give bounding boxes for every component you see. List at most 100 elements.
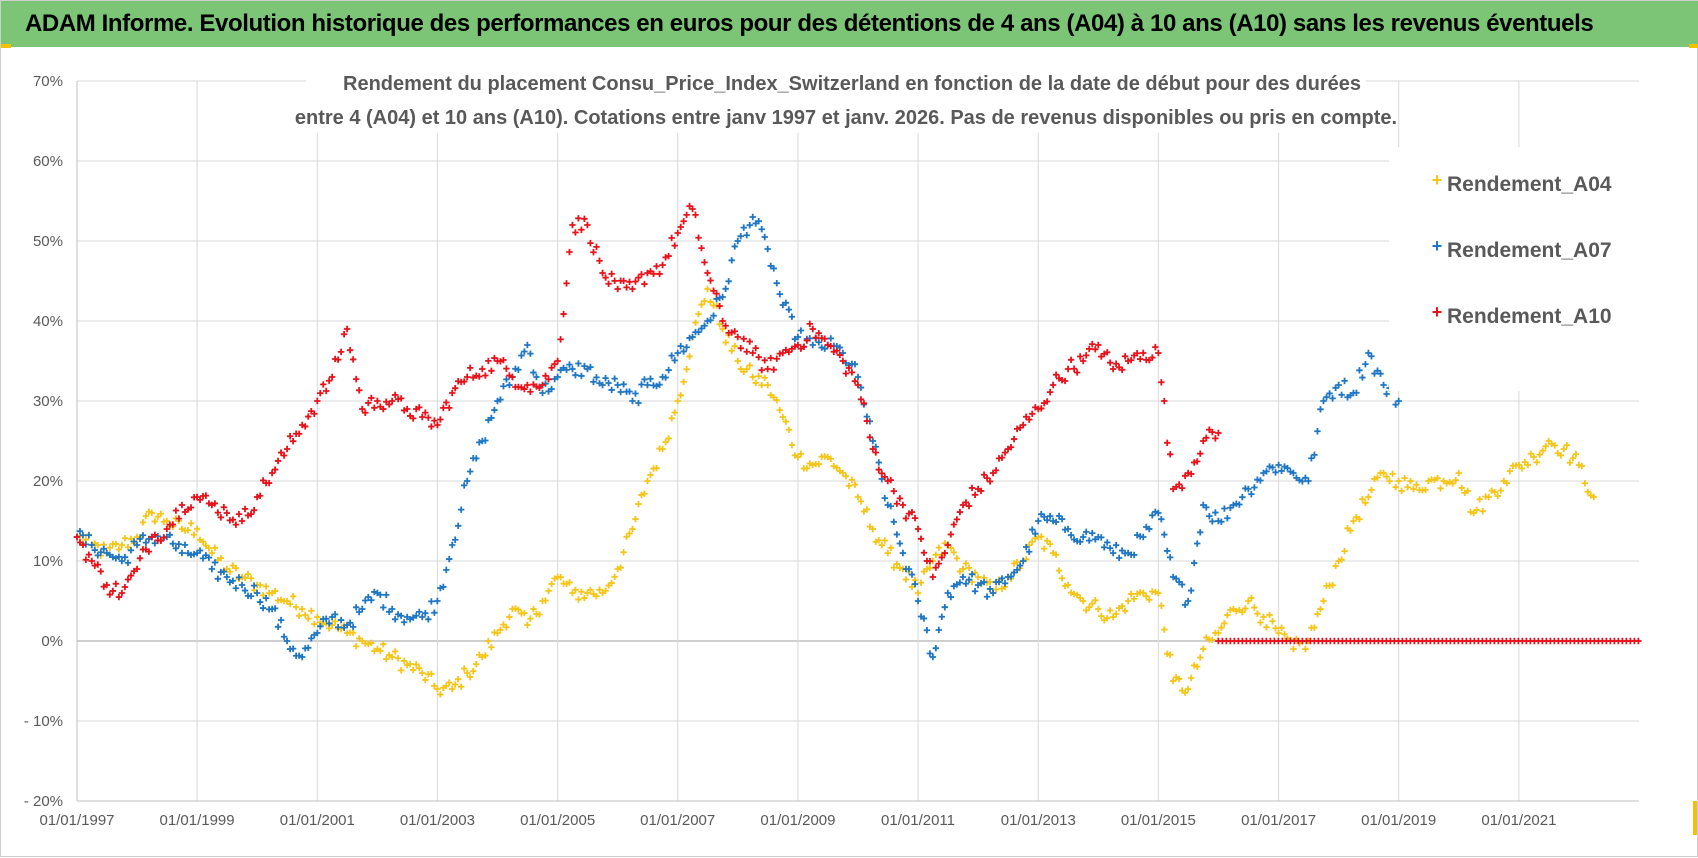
point-rendement-a04	[1479, 508, 1486, 515]
point-rendement-a10	[317, 390, 324, 397]
point-rendement-a07	[1001, 580, 1009, 587]
point-rendement-a07	[638, 381, 645, 388]
point-rendement-a10	[97, 568, 104, 575]
point-rendement-a07	[500, 383, 507, 390]
point-rendement-a10	[112, 580, 120, 587]
point-rendement-a07	[1203, 504, 1210, 511]
point-rendement-a04	[668, 415, 675, 422]
point-rendement-a04	[1572, 450, 1580, 458]
point-rendement-a07	[434, 597, 441, 605]
point-rendement-a07	[1106, 544, 1114, 552]
point-rendement-a07	[289, 645, 297, 652]
point-rendement-a10	[220, 504, 228, 511]
point-rendement-a07	[1076, 538, 1084, 546]
point-rendement-a04	[848, 476, 856, 483]
point-rendement-a10	[1197, 450, 1204, 457]
subtitle-background	[306, 65, 1366, 133]
point-rendement-a04	[368, 639, 375, 647]
point-rendement-a10	[734, 333, 741, 341]
point-rendement-a07	[446, 555, 453, 563]
point-rendement-a10	[1089, 340, 1096, 348]
point-rendement-a04	[803, 465, 811, 472]
point-rendement-a07	[377, 591, 384, 598]
point-rendement-a10	[466, 364, 474, 372]
point-rendement-a07	[881, 494, 888, 502]
point-rendement-a07	[314, 629, 321, 637]
point-rendement-a10	[440, 404, 447, 412]
point-rendement-a04	[1563, 441, 1571, 449]
point-rendement-a04	[545, 587, 552, 595]
point-rendement-a04	[470, 667, 477, 675]
point-rendement-a04	[1527, 450, 1534, 457]
point-rendement-a10	[175, 515, 183, 522]
point-rendement-a04	[289, 593, 297, 600]
point-rendement-a10	[773, 355, 780, 362]
point-rendement-a10	[695, 234, 702, 241]
point-rendement-a04	[1013, 558, 1021, 566]
point-rendement-a07	[454, 522, 462, 530]
point-rendement-a04	[256, 581, 264, 589]
point-rendement-a04	[1374, 474, 1381, 481]
corner-mark-top-right	[1689, 44, 1698, 48]
x-tick-label: 01/01/2011	[881, 812, 955, 829]
point-rendement-a04	[1121, 607, 1129, 615]
point-rendement-a04	[211, 544, 219, 552]
point-rendement-a04	[1515, 461, 1523, 469]
point-rendement-a10	[716, 302, 723, 310]
point-rendement-a04	[881, 537, 888, 544]
point-rendement-a04	[575, 596, 582, 603]
point-rendement-a07	[689, 333, 696, 341]
point-rendement-a10	[896, 495, 904, 502]
point-rendement-a07	[914, 597, 922, 605]
point-rendement-a04	[965, 564, 973, 572]
point-rendement-a04	[680, 378, 687, 386]
point-rendement-a07	[983, 593, 991, 600]
point-rendement-a10	[950, 521, 958, 528]
point-rendement-a07	[85, 532, 93, 539]
point-rendement-a04	[581, 594, 588, 602]
point-rendement-a10	[106, 591, 113, 598]
point-rendement-a07	[1022, 543, 1030, 551]
point-rendement-a07	[980, 578, 988, 586]
point-rendement-a04	[1046, 540, 1054, 548]
point-rendement-a04	[118, 541, 126, 549]
point-rendement-a04	[208, 549, 216, 557]
point-rendement-a07	[241, 587, 249, 594]
point-rendement-a07	[1362, 360, 1369, 368]
point-rendement-a04	[665, 435, 672, 442]
point-rendement-a07	[142, 539, 150, 546]
point-rendement-a04	[815, 460, 822, 468]
point-rendement-a07	[566, 361, 573, 368]
point-rendement-a07	[947, 593, 955, 601]
point-rendement-a10	[1029, 410, 1036, 418]
point-rendement-a07	[368, 596, 375, 604]
point-rendement-a10	[968, 484, 976, 492]
point-rendement-a07	[1305, 477, 1312, 485]
point-rendement-a04	[1386, 477, 1393, 485]
point-rendement-a04	[1320, 597, 1327, 605]
point-rendement-a07	[280, 633, 288, 640]
point-rendement-a10	[1061, 377, 1069, 385]
point-rendement-a07	[100, 545, 107, 552]
point-rendement-a10	[223, 509, 231, 517]
point-rendement-a04	[1104, 614, 1111, 622]
point-rendement-a04	[1497, 487, 1504, 494]
point-rendement-a04	[413, 661, 420, 668]
data-points	[73, 202, 1642, 698]
point-rendement-a04	[1302, 645, 1309, 653]
point-rendement-a04	[731, 342, 738, 350]
point-rendement-a07	[554, 373, 561, 381]
point-rendement-a10	[593, 243, 600, 251]
point-rendement-a04	[1043, 537, 1051, 544]
point-rendement-a10	[926, 557, 934, 565]
point-rendement-a04	[620, 549, 627, 556]
point-rendement-a10	[94, 561, 101, 568]
point-rendement-a10	[569, 221, 576, 229]
x-tick-label: 01/01/1999	[160, 812, 235, 829]
point-rendement-a10	[653, 263, 660, 270]
point-rendement-a07	[1026, 548, 1033, 555]
point-rendement-a04	[1143, 592, 1150, 600]
point-rendement-a07	[683, 344, 690, 351]
point-rendement-a04	[623, 533, 630, 540]
point-rendement-a04	[311, 620, 318, 628]
